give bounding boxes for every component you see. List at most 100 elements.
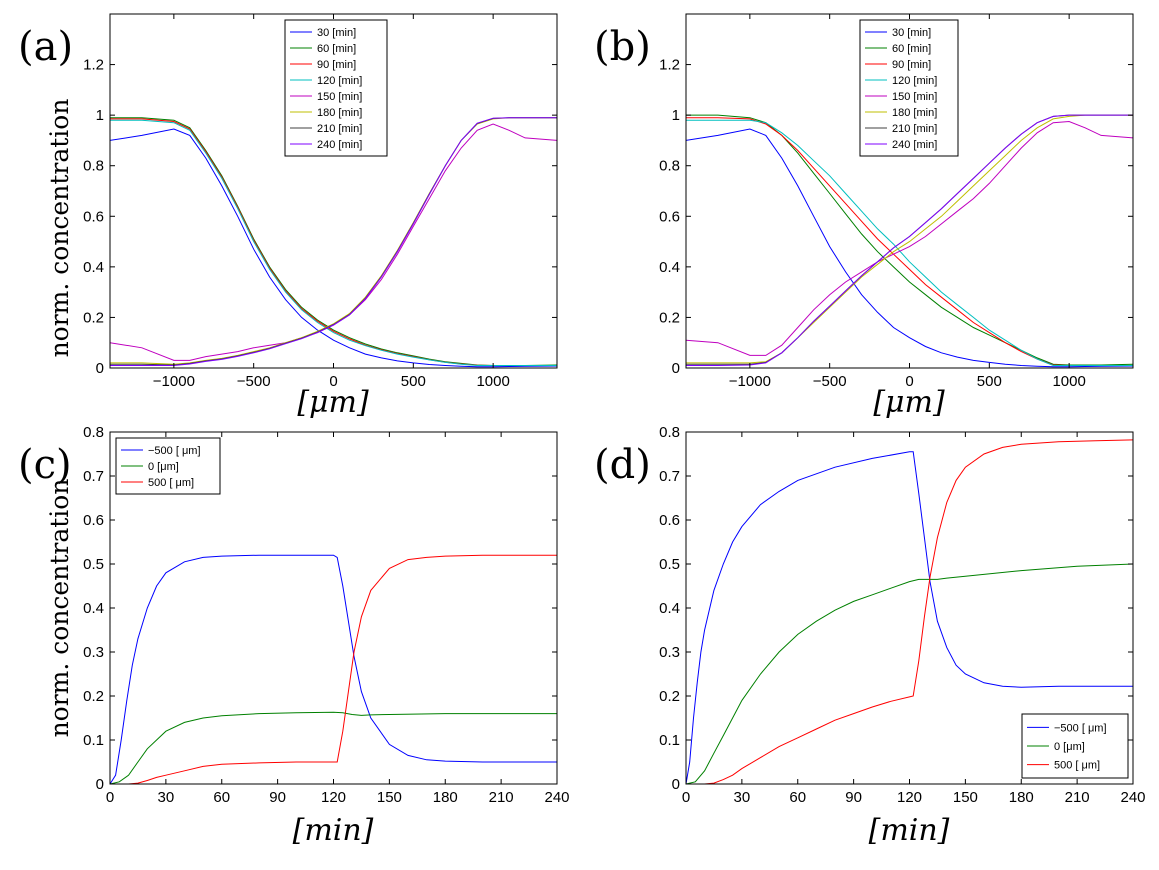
x-tick-label: 30 bbox=[158, 789, 175, 806]
legend-entry: 210 [min] bbox=[892, 123, 937, 135]
x-tick-label: −500 bbox=[813, 373, 847, 390]
x-tick-label: 120 bbox=[897, 789, 922, 806]
y-tick-label: 0.8 bbox=[83, 158, 104, 175]
y-tick-label: 0.7 bbox=[659, 468, 680, 485]
y-tick-label: 0.1 bbox=[659, 732, 680, 749]
legend: −500 [ μm] 0 [μm] 500 [ μm] bbox=[115, 437, 221, 495]
y-tick-label: 0.2 bbox=[83, 688, 104, 705]
x-axis-label: [min] bbox=[869, 813, 950, 848]
x-tick-label: 1000 bbox=[1052, 373, 1085, 390]
x-tick-label: 500 bbox=[401, 373, 426, 390]
x-tick-label: 1000 bbox=[476, 373, 509, 390]
y-tick-label: 1 bbox=[672, 107, 680, 124]
y-tick-label: 0.2 bbox=[659, 688, 680, 705]
series-line bbox=[110, 128, 557, 368]
legend-entry: 60 [min] bbox=[892, 43, 931, 55]
series-line bbox=[686, 119, 1133, 366]
legend-entry: 60 [min] bbox=[317, 43, 356, 55]
series-line bbox=[110, 554, 557, 784]
y-tick-label: 0.4 bbox=[659, 600, 680, 617]
x-tick-label: 90 bbox=[845, 789, 862, 806]
y-tick-label: 0.4 bbox=[659, 259, 680, 276]
y-tick-label: 0.8 bbox=[659, 158, 680, 175]
y-tick-label: 0 bbox=[672, 360, 680, 377]
legend-entry: 500 [ μm] bbox=[148, 477, 194, 489]
x-tick-label: 60 bbox=[789, 789, 806, 806]
x-tick-label: 0 bbox=[329, 373, 337, 390]
x-tick-label: 60 bbox=[213, 789, 230, 806]
panel-label: (b) bbox=[594, 24, 651, 70]
legend-entry: 90 [min] bbox=[317, 59, 356, 71]
series-line bbox=[686, 114, 1133, 366]
x-tick-label: 0 bbox=[905, 373, 913, 390]
legend-entry: −500 [ μm] bbox=[148, 445, 201, 457]
panel-a: −1000 −500 0 500 1000 0 0.2 0.4 0.6 0.8 1 1.2 (a) [μm… bbox=[18, 13, 558, 420]
y-tick-label: 0.8 bbox=[659, 424, 680, 441]
legend-entry: 120 [min] bbox=[892, 75, 937, 87]
y-tick-label: 0.5 bbox=[659, 556, 680, 573]
x-tick-label: 180 bbox=[433, 789, 458, 806]
y-tick-label: 0.4 bbox=[83, 600, 104, 617]
x-tick-label: 120 bbox=[321, 789, 346, 806]
y-tick-label: 0.1 bbox=[83, 732, 104, 749]
x-tick-label: 0 bbox=[682, 789, 690, 806]
x-tick-label: 150 bbox=[953, 789, 978, 806]
series-line bbox=[686, 451, 1133, 784]
y-axis-label: norm. concentration bbox=[45, 99, 74, 358]
series-line bbox=[686, 439, 1133, 784]
legend-entry: 180 [min] bbox=[317, 107, 362, 119]
legend-entry: 150 [min] bbox=[892, 91, 937, 103]
y-tick-label: 0 bbox=[96, 360, 104, 377]
legend-entry: 240 [min] bbox=[892, 139, 937, 151]
x-tick-label: 90 bbox=[269, 789, 286, 806]
y-tick-label: 0.3 bbox=[659, 644, 680, 661]
x-tick-label: 150 bbox=[377, 789, 402, 806]
y-tick-label: 0.6 bbox=[659, 512, 680, 529]
x-axis-label: [μm] bbox=[873, 385, 945, 420]
panel-label: (a) bbox=[18, 24, 73, 70]
series-line bbox=[686, 128, 1133, 368]
y-tick-label: 0.6 bbox=[659, 208, 680, 225]
legend-entry: 210 [min] bbox=[317, 123, 362, 135]
series-line bbox=[686, 563, 1133, 784]
series-line bbox=[110, 117, 557, 366]
legend-entry: −500 [ μm] bbox=[1054, 722, 1107, 734]
legend-entry: 240 [min] bbox=[317, 139, 362, 151]
x-tick-label: 240 bbox=[544, 789, 569, 806]
legend-entry: 30 [min] bbox=[317, 27, 356, 39]
legend-box bbox=[859, 19, 959, 157]
panel-label: (d) bbox=[594, 442, 651, 488]
x-tick-label: 0 bbox=[106, 789, 114, 806]
panel-b: −1000 −500 0 500 1000 0 0.2 0.4 0.6 0.8 1 1.2 (b) [μm… bbox=[594, 13, 1134, 420]
legend-entry: 90 [min] bbox=[892, 59, 931, 71]
legend: 30 [min] 60 [min] 90 [min] 120 [min] 150 [mi… bbox=[859, 19, 959, 157]
series-line bbox=[110, 119, 557, 366]
y-tick-label: 0.6 bbox=[83, 512, 104, 529]
legend-box bbox=[284, 19, 388, 157]
legend: −500 [ μm] 0 [μm] 500 [ μm] bbox=[1021, 713, 1129, 779]
x-tick-label: 210 bbox=[1065, 789, 1090, 806]
y-tick-label: 1 bbox=[96, 107, 104, 124]
legend-entry: 180 [min] bbox=[892, 107, 937, 119]
panel-c: 0 30 60 90 120 150 180 210 240 0 0.1 0.2 0.3 0.4 0.5 0.… bbox=[18, 424, 570, 848]
y-tick-label: 0 bbox=[96, 776, 104, 793]
series-line bbox=[110, 554, 557, 784]
legend-entry: 500 [ μm] bbox=[1054, 760, 1100, 772]
legend-entry: 0 [μm] bbox=[1054, 741, 1085, 753]
x-tick-label: 500 bbox=[977, 373, 1002, 390]
x-tick-label: −1000 bbox=[729, 373, 771, 390]
y-tick-label: 0.6 bbox=[83, 208, 104, 225]
legend-entry: 120 [min] bbox=[317, 75, 362, 87]
legend: 30 [min] 60 [min] 90 [min] 120 [min] 150 [mi… bbox=[284, 19, 388, 157]
series-line bbox=[686, 120, 1133, 356]
legend-entry: 0 [μm] bbox=[148, 461, 179, 473]
y-tick-label: 1.2 bbox=[659, 57, 680, 74]
y-axis-label: norm. concentration bbox=[45, 479, 74, 738]
y-tick-label: 0.7 bbox=[83, 468, 104, 485]
y-tick-label: 0 bbox=[672, 776, 680, 793]
panel-d: 0 30 60 90 120 150 180 210 240 0 0.1 0.2 0.3 0.4 0.5 0.… bbox=[594, 424, 1146, 848]
x-tick-label: −1000 bbox=[153, 373, 195, 390]
panel-label: (c) bbox=[18, 442, 72, 488]
legend-entry: 150 [min] bbox=[317, 91, 362, 103]
